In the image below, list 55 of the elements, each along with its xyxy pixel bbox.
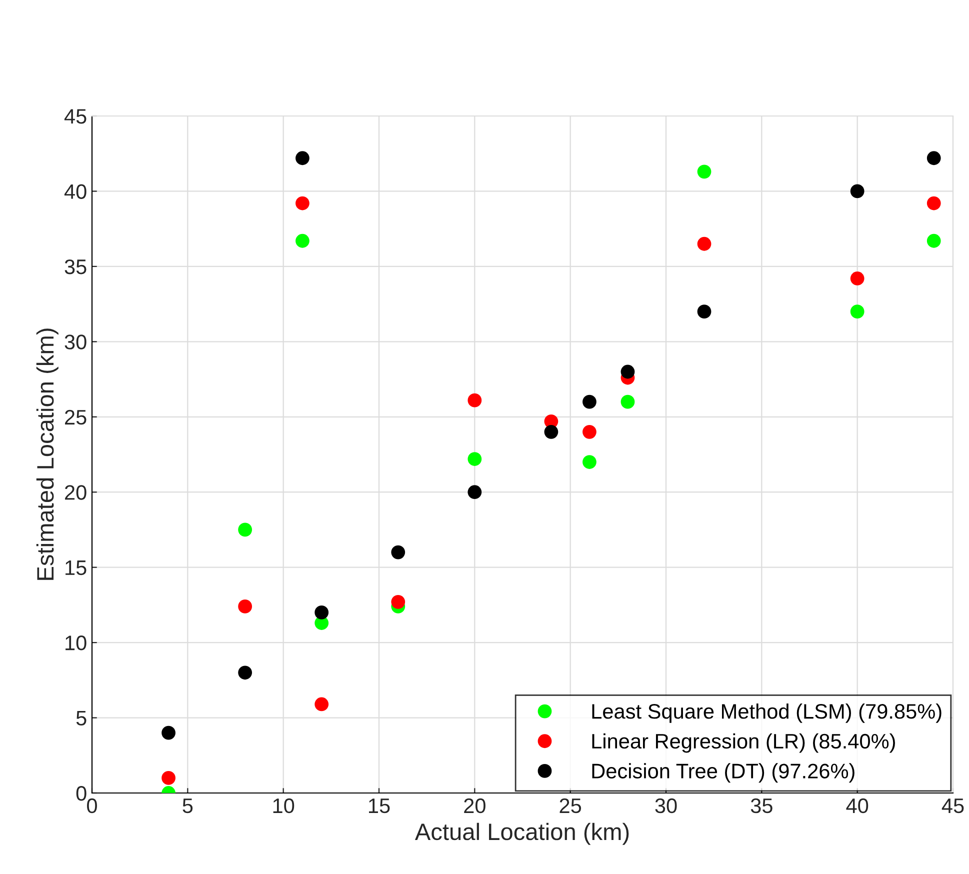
y-tick-label: 20 [65,485,86,500]
x-tick-label: 35 [750,798,772,814]
x-tick-label: 20 [464,798,486,814]
point [468,452,482,466]
x-tick-label: 10 [273,798,294,814]
point [238,666,252,680]
point [238,522,252,537]
x-tick-label: 45 [942,798,964,814]
point [314,606,329,620]
y-tick-label: 30 [64,334,86,350]
point [697,304,712,319]
x-tick-label: 40 [846,798,868,814]
point [391,545,406,560]
x-tick-label: 0 [87,798,97,814]
y-axis-title: Estimated Location (km) [36,328,58,580]
point [926,151,941,166]
point [850,304,864,319]
y-tick-label: 40 [64,184,86,199]
y-tick-label: 10 [66,636,86,650]
point [697,164,712,179]
point [296,151,310,166]
y-tick-label: 0 [76,786,86,801]
point [162,771,176,785]
y-tick-label: 5 [76,710,86,726]
x-axis-title: Actual Location (km) [414,822,629,845]
y-tick-label: 25 [65,410,86,425]
point [162,726,176,740]
point [238,600,252,614]
point [620,394,635,409]
point [314,697,329,712]
point [582,424,596,439]
x-tick-label: 25 [560,798,582,814]
point [296,196,310,210]
x-tick-label: 30 [655,798,677,814]
point [582,394,596,409]
y-tick-label: 15 [66,560,86,576]
x-tick-label: 15 [369,798,390,814]
legend-label: Least Square Method (LSM) (79.85%) [592,703,942,723]
x-tick-label: 5 [182,798,193,814]
point [582,455,596,469]
point [468,393,482,408]
legend-label: Linear Regression (LR) (85.40%) [592,733,895,753]
legend-label: Decision Tree (DT) (97.26%) [592,763,854,783]
point [468,485,482,500]
point [391,594,406,609]
y-tick-label: 45 [64,109,86,124]
point [850,272,864,286]
point [620,364,635,379]
point [926,234,941,248]
point [697,236,712,251]
point [296,234,310,248]
point [850,184,864,198]
point [544,424,558,439]
point [926,196,941,210]
y-tick-label: 35 [64,259,86,274]
